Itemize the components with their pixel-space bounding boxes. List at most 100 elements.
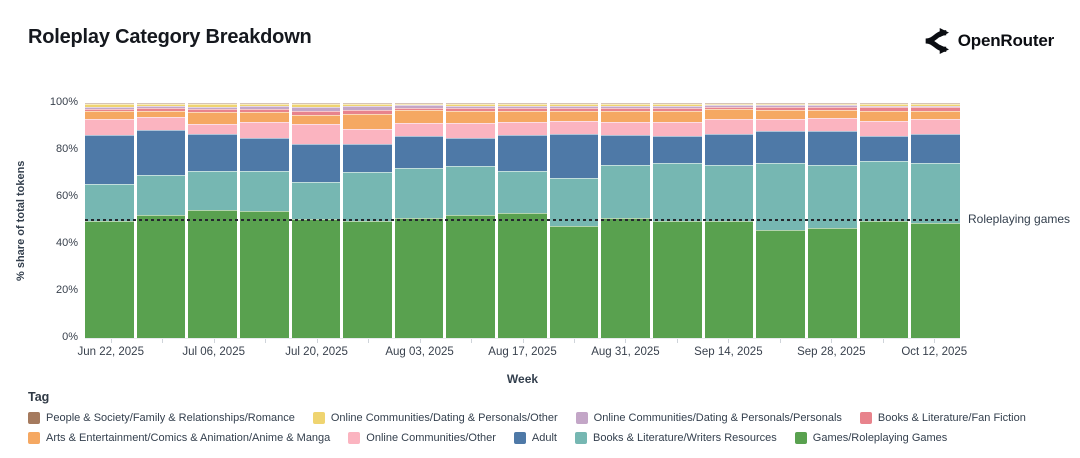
bar-segment xyxy=(859,160,909,221)
legend-item: People & Society/Family & Relationships/… xyxy=(28,412,295,424)
bar xyxy=(859,103,909,338)
bar-segment xyxy=(291,103,341,104)
bar-segment xyxy=(653,108,702,112)
legend-label: Online Communities/Dating & Personals/Ot… xyxy=(330,412,558,424)
bar-segment xyxy=(704,165,754,221)
bar-segment xyxy=(549,226,599,338)
bar xyxy=(188,103,237,338)
bar-segment xyxy=(911,222,960,338)
bar-segment xyxy=(704,133,754,166)
bar-segment xyxy=(343,172,392,221)
bar-segment xyxy=(394,218,444,338)
bar-segment xyxy=(704,106,754,109)
bar-segment xyxy=(601,111,651,122)
bar-segment xyxy=(239,112,289,122)
x-tick-mark xyxy=(779,339,781,343)
legend-row: Arts & Entertainment/Comics & Animation/… xyxy=(28,428,1068,448)
bar-segment xyxy=(343,113,392,129)
legend-item: Arts & Entertainment/Comics & Animation/… xyxy=(28,432,330,444)
legend-label: People & Society/Family & Relationships/… xyxy=(46,412,295,424)
legend-item: Books & Literature/Writers Resources xyxy=(574,432,777,444)
bar-segment xyxy=(136,174,186,215)
bar-segment xyxy=(653,135,702,163)
bar-segment xyxy=(807,106,857,111)
legend-swatch xyxy=(348,432,361,444)
bar-segment xyxy=(85,220,134,338)
legend-item: Online Communities/Dating & Personals/Ot… xyxy=(312,412,558,424)
bar-segment xyxy=(756,119,805,132)
bar-segment xyxy=(601,165,651,219)
bar-segment xyxy=(446,106,496,109)
bar-segment xyxy=(601,106,651,109)
bar-segment xyxy=(859,105,909,108)
bar xyxy=(343,103,392,338)
x-tick-label: Aug 03, 2025 xyxy=(385,346,454,358)
bar-segment xyxy=(704,108,754,120)
page-title: Roleplay Category Breakdown xyxy=(28,26,312,48)
reference-line-50pct xyxy=(85,219,960,221)
bar-segment xyxy=(85,184,134,221)
bar-segment xyxy=(756,104,805,107)
bar-segment xyxy=(394,103,444,106)
bar-segment xyxy=(343,128,392,145)
bar-segment xyxy=(291,144,341,182)
bar-segment xyxy=(498,171,547,214)
bar-segment xyxy=(704,104,754,107)
bar-segment xyxy=(498,213,547,338)
bar-segment xyxy=(239,109,289,113)
legend-label: Books & Literature/Writers Resources xyxy=(592,432,777,444)
bar xyxy=(704,103,754,338)
bar-segment xyxy=(239,138,289,172)
bar-segment xyxy=(859,103,909,104)
bar-segment xyxy=(188,103,237,107)
y-tick-label: 20% xyxy=(55,284,78,296)
bar-segment xyxy=(601,218,651,338)
y-tick-label: 60% xyxy=(55,190,78,202)
bar-segment xyxy=(394,167,444,219)
bar-segment xyxy=(394,107,444,111)
bar xyxy=(756,103,805,338)
bar-segment xyxy=(807,227,857,338)
legend-item: Books & Literature/Fan Fiction xyxy=(859,412,1026,424)
bar-segment xyxy=(756,162,805,230)
bar-segment xyxy=(394,103,444,104)
bar-segment xyxy=(239,103,289,106)
bar-segment xyxy=(394,135,444,168)
y-tick-label: 100% xyxy=(49,96,78,108)
bar-segment xyxy=(85,106,134,109)
bar-segment xyxy=(601,103,651,104)
x-tick-label: Oct 12, 2025 xyxy=(901,346,968,358)
bar-segment xyxy=(136,130,186,175)
legend-label: Books & Literature/Fan Fiction xyxy=(877,412,1026,424)
bar xyxy=(136,103,186,338)
y-tick-label: 80% xyxy=(55,143,78,155)
bar xyxy=(807,103,857,338)
bar-segment xyxy=(549,107,599,112)
bar-segment xyxy=(239,171,289,212)
bar-segment xyxy=(343,103,392,104)
bar-segment xyxy=(188,103,237,104)
y-tick-label: 40% xyxy=(55,237,78,249)
bar-segment xyxy=(549,103,599,104)
bar-segment xyxy=(549,111,599,121)
bar-segment xyxy=(136,103,186,104)
bar-segment xyxy=(756,103,805,104)
bar xyxy=(601,103,651,338)
legend-label: Arts & Entertainment/Comics & Animation/… xyxy=(46,432,331,444)
legend-swatch xyxy=(28,432,40,444)
x-tick-mark xyxy=(522,339,524,343)
openrouter-logo-icon xyxy=(925,28,949,54)
bar-segment xyxy=(85,103,134,104)
bar-segment xyxy=(549,103,599,106)
bar-segment xyxy=(859,111,909,121)
y-tick-label: 0% xyxy=(62,331,78,343)
bar-segment xyxy=(188,124,237,134)
bar-segment xyxy=(549,133,599,179)
bar-segment xyxy=(807,110,857,119)
legend: People & Society/Family & Relationships/… xyxy=(28,408,1068,448)
bar-segment xyxy=(446,108,496,112)
bar-segment xyxy=(911,162,960,223)
bar-segment xyxy=(291,103,341,107)
